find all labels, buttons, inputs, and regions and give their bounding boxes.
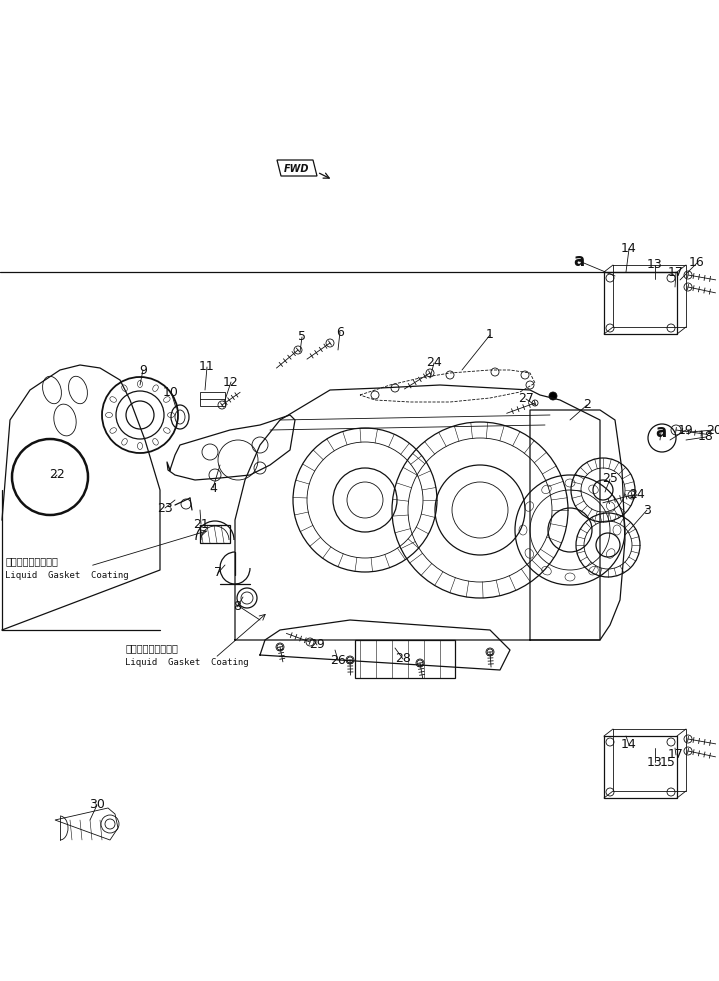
Text: 27: 27 [518, 392, 534, 405]
Text: 1: 1 [486, 329, 494, 341]
Text: Liquid  Gasket  Coating: Liquid Gasket Coating [125, 658, 249, 667]
Text: Liquid  Gasket  Coating: Liquid Gasket Coating [5, 571, 129, 580]
Text: 21: 21 [193, 518, 209, 531]
Text: 14: 14 [621, 242, 637, 255]
Text: FWD: FWD [284, 164, 310, 174]
Text: 24: 24 [426, 356, 442, 370]
Text: 13: 13 [647, 259, 663, 272]
Text: 18: 18 [698, 431, 714, 443]
Text: 2: 2 [583, 398, 591, 411]
Text: 9: 9 [139, 364, 147, 377]
Text: 14: 14 [621, 739, 637, 751]
Text: 29: 29 [309, 639, 325, 651]
Text: 3: 3 [643, 503, 651, 517]
Text: 17: 17 [668, 266, 684, 279]
Circle shape [549, 392, 557, 400]
Text: 8: 8 [233, 600, 241, 613]
Text: 10: 10 [163, 386, 179, 398]
Bar [200, 525, 230, 543]
Text: 17: 17 [668, 749, 684, 761]
Text: 6: 6 [336, 326, 344, 338]
Text: 7: 7 [214, 566, 222, 580]
Polygon shape [277, 160, 317, 176]
Text: 26: 26 [330, 653, 346, 666]
Text: 22: 22 [49, 469, 65, 482]
Text: 19: 19 [678, 424, 694, 437]
Text: 12: 12 [223, 376, 239, 388]
Text: 30: 30 [89, 799, 105, 811]
Text: 25: 25 [602, 473, 618, 486]
Text: 液状ガスケット塗布: 液状ガスケット塗布 [125, 643, 178, 653]
Text: 24: 24 [629, 489, 645, 501]
Text: 液状ガスケット塗布: 液状ガスケット塗布 [5, 556, 58, 566]
Text: 28: 28 [395, 652, 411, 665]
Text: 16: 16 [689, 256, 705, 270]
Text: 5: 5 [298, 331, 306, 343]
Text: 13: 13 [647, 755, 663, 768]
Text: 15: 15 [660, 756, 676, 769]
Polygon shape [55, 808, 118, 840]
Text: 23: 23 [157, 501, 173, 514]
Text: a: a [574, 252, 585, 270]
Text: 4: 4 [209, 482, 217, 494]
Bar [355, 640, 455, 678]
Text: 11: 11 [199, 360, 215, 374]
Text: 20: 20 [706, 424, 719, 437]
Bar [200, 392, 225, 406]
Text: a: a [656, 423, 667, 441]
